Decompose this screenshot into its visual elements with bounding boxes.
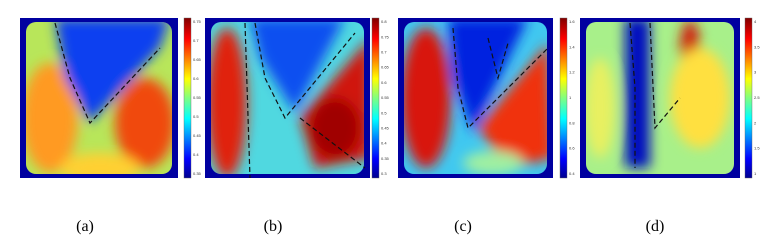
heatmap: [586, 22, 734, 174]
colorbar-tick-label: 3: [754, 70, 757, 75]
boundary: [452, 27, 549, 130]
region: [211, 28, 247, 174]
panel: [205, 18, 370, 179]
panel: [398, 18, 553, 178]
region: [115, 78, 172, 168]
heatmap: [404, 22, 547, 174]
boundary: [244, 22, 366, 179]
colorbar-tick-label: 0.35: [381, 156, 390, 161]
colorbar-tick-label: 0.8: [569, 120, 575, 125]
colorbar-tick-label: 0.6: [381, 80, 387, 85]
colorbar-tick-label: 4: [754, 19, 757, 24]
boundary: [54, 22, 161, 125]
colorbar: [183, 17, 192, 179]
colorbar-tick-label: 1.6: [569, 19, 575, 24]
heatmap: [211, 22, 364, 174]
heatmap-regions: [211, 22, 364, 174]
region: [478, 43, 547, 168]
panel-label: (b): [264, 218, 283, 235]
colorbar-tick-label: 3.5: [754, 44, 760, 49]
colorbar-tick-label: 0.7: [381, 49, 387, 54]
region: [250, 22, 345, 113]
region: [586, 58, 615, 158]
colorbar-tick-label: 0.4: [193, 152, 199, 157]
colorbar-tick-label: 0.6: [193, 76, 199, 81]
panel: [580, 18, 740, 178]
colorbar-tick-label: 1: [569, 95, 572, 100]
colorbar-tick-label: 0.7: [193, 38, 199, 43]
region: [60, 153, 140, 174]
colorbar: [371, 17, 380, 179]
colorbar-tick-label: 0.65: [193, 57, 202, 62]
heatmap-regions: [586, 22, 730, 168]
panel-label: (c): [454, 218, 472, 235]
heatmap-regions: [26, 22, 172, 174]
colorbar-tick-label: 0.4: [381, 141, 387, 146]
colorbar-tick-label: 0.4: [569, 171, 575, 176]
colorbar-tick-label: 1.5: [754, 146, 760, 151]
colorbar-tick-label: 0.45: [381, 125, 390, 130]
colorbar-tick-label: 2: [754, 120, 757, 125]
panel: [20, 18, 178, 178]
colorbar-tick-label: 0.55: [193, 95, 202, 100]
colorbar-tick-label: 1: [754, 171, 757, 176]
region: [404, 28, 451, 168]
colorbar-tick-label: 2.5: [754, 95, 760, 100]
region: [625, 22, 650, 168]
colorbar-tick-label: 0.75: [381, 34, 390, 39]
panel-label: (d): [646, 218, 665, 235]
region: [448, 22, 528, 133]
colorbar-tick-label: 1.2: [569, 70, 575, 75]
boundary: [629, 22, 681, 168]
colorbar-tick-label: 0.3: [381, 171, 387, 176]
heatmap: [26, 22, 172, 174]
region: [26, 63, 78, 173]
region: [670, 48, 730, 148]
colorbar-tick-label: 0.35: [193, 171, 202, 176]
colorbar-tick-label: 1.4: [569, 44, 575, 49]
panel-label: (a): [76, 218, 94, 235]
colorbar: [744, 17, 753, 179]
colorbar-tick-label: 0.65: [381, 65, 390, 70]
region: [55, 22, 170, 123]
colorbar-tick-label: 0.45: [193, 133, 202, 138]
colorbar-tick-label: 0.5: [381, 110, 387, 115]
colorbar: [559, 17, 568, 179]
heatmap-regions: [404, 22, 547, 174]
colorbar-tick-label: 0.55: [381, 95, 390, 100]
region: [310, 98, 360, 158]
colorbar-tick-label: 0.8: [381, 19, 387, 24]
colorbar-tick-label: 0.5: [193, 114, 199, 119]
region: [463, 151, 523, 174]
colorbar-tick-label: 0.6: [569, 146, 575, 151]
colorbar-tick-label: 0.75: [193, 19, 202, 24]
